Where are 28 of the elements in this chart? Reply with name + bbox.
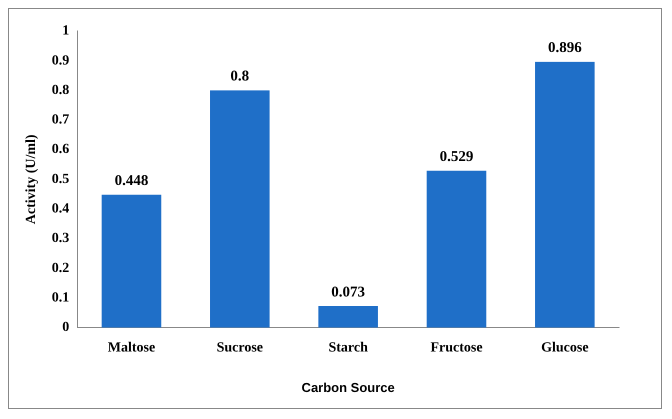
y-tick-label: 0 xyxy=(62,320,70,336)
bar xyxy=(318,306,378,328)
x-tick-label: Fructose xyxy=(430,340,483,356)
bar xyxy=(102,194,162,328)
x-tick-label: Maltose xyxy=(108,340,156,356)
bar xyxy=(426,170,486,328)
y-tick-label: 0.4 xyxy=(52,202,70,217)
data-label: 0.8 xyxy=(230,68,250,85)
y-tick-label: 0.6 xyxy=(52,142,70,158)
y-tick-label: 0.9 xyxy=(52,53,70,68)
data-label: 0.529 xyxy=(440,149,474,166)
y-tick-label: 0.2 xyxy=(52,260,70,276)
data-label: 0.073 xyxy=(331,284,366,300)
y-tick-label: 1 xyxy=(62,24,70,39)
bar xyxy=(210,90,270,328)
y-tick-label: 0.7 xyxy=(52,112,70,128)
data-label: 0.896 xyxy=(548,40,582,56)
x-tick-label: Sucrose xyxy=(216,340,264,356)
x-axis-title: Carbon Source xyxy=(302,380,395,395)
data-label: 0.448 xyxy=(114,173,148,190)
y-tick-label: 0.8 xyxy=(52,82,70,98)
y-tick-label: 0.5 xyxy=(52,172,70,187)
y-tick-label: 0.1 xyxy=(52,290,70,306)
y-axis-title: Activity (U/ml) xyxy=(24,134,40,224)
x-tick-label: Glucose xyxy=(541,340,589,356)
x-tick-label: Starch xyxy=(328,340,368,356)
bar xyxy=(535,62,595,328)
y-tick-label: 0.3 xyxy=(52,231,70,246)
